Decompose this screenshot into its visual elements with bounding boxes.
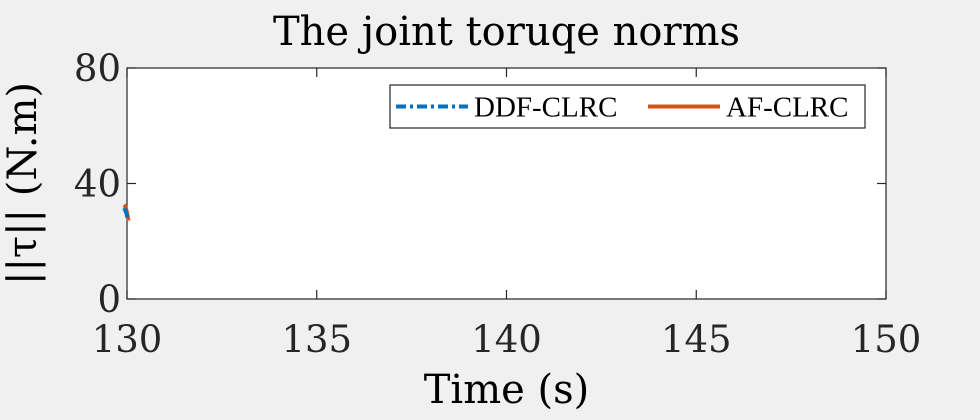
x-tick-label: 150 [851, 318, 922, 361]
x-tick-label: 130 [92, 318, 163, 361]
x-axis-label: Time (s) [424, 367, 590, 413]
x-tick-label: 145 [661, 318, 732, 361]
axis-ticks: 130 135 140 145 150 0 40 80 [74, 47, 921, 361]
legend: DDF-CLRC AF-CLRC [389, 84, 866, 129]
x-tick-label: 135 [281, 318, 352, 361]
series-layer [122, 203, 131, 223]
y-tick-label: 40 [74, 163, 121, 206]
y-axis-label: ||τ|| (N.m) [0, 82, 46, 285]
x-tick-label: 140 [471, 318, 542, 361]
y-tick-label: 80 [74, 47, 121, 90]
chart-title: The joint toruqe norms [273, 9, 740, 55]
y-tick-label: 0 [97, 278, 121, 321]
legend-label-af-clrc: AF-CLRC [726, 92, 848, 124]
legend-box [389, 84, 866, 129]
series-line-ddf-clrc [122, 207, 131, 223]
legend-label-ddf-clrc: DDF-CLRC [474, 92, 617, 124]
